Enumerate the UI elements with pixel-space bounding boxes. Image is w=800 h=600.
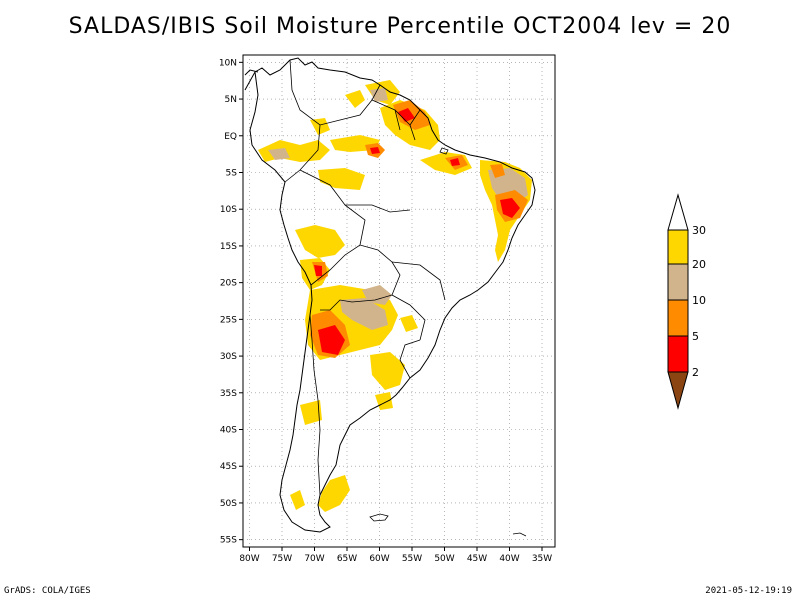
lat-tick-label: 25S	[220, 315, 237, 325]
lat-tick-label: 5N	[225, 95, 237, 105]
percentile-region-tan	[362, 285, 392, 305]
lat-tick-label: 35S	[220, 389, 237, 399]
percentile-region-red	[450, 158, 460, 166]
colorbar-above-30	[667, 193, 689, 231]
lat-tick-label: 45S	[220, 462, 237, 472]
footer-credit: GrADS: COLA/IGES	[4, 586, 91, 596]
percentile-region-yellow	[370, 352, 405, 390]
latitude-tick-labels: 10N 5N EQ 5S 10S 15S 20S 25S 30S 35S 40S 45S 50S 55S	[219, 58, 243, 546]
lat-tick-label: 15S	[220, 242, 237, 252]
country-borders	[284, 59, 446, 496]
percentile-region-red	[398, 108, 415, 122]
lon-tick-label: 55W	[402, 554, 422, 564]
lon-tick-label: 60W	[369, 554, 389, 564]
lat-tick-label: 50S	[220, 499, 237, 509]
percentile-region-red	[314, 265, 322, 276]
lat-tick-label: 20S	[220, 279, 237, 289]
lon-tick-label: 50W	[434, 554, 454, 564]
percentile-region-yellow	[290, 490, 305, 510]
colorbar-label-5: 5	[692, 330, 699, 343]
lon-tick-label: 45W	[467, 554, 487, 564]
lon-tick-label: 35W	[532, 554, 552, 564]
percentile-region-yellow	[400, 315, 418, 332]
lat-tick-label: 5S	[226, 168, 238, 178]
percentile-region-tan	[340, 298, 388, 330]
lon-tick-label: 40W	[499, 554, 519, 564]
percentile-region-red	[500, 198, 520, 218]
lat-tick-label: 10N	[219, 58, 237, 68]
longitude-tick-labels: 80W 75W 70W 65W 60W 55W 50W 45W 40W 35W	[239, 547, 552, 564]
footer-timestamp: 2021-05-12-19:19	[705, 586, 792, 596]
lon-tick-label: 70W	[304, 554, 324, 564]
colorbar-2-5	[667, 335, 689, 373]
colorbar-20-30	[667, 229, 689, 265]
lon-tick-label: 65W	[337, 554, 357, 564]
colorbar-label-30: 30	[692, 224, 706, 237]
percentile-region-orange	[490, 164, 505, 178]
lat-tick-label: 10S	[220, 205, 237, 215]
colorbar-label-2: 2	[692, 366, 699, 379]
lon-tick-label: 80W	[239, 554, 259, 564]
colorbar-5-10	[667, 299, 689, 337]
percentile-region-tan	[268, 148, 290, 160]
south-america-coastline	[244, 57, 536, 533]
percentile-region-yellow	[318, 475, 350, 512]
islands	[369, 147, 527, 537]
lat-tick-label: 30S	[220, 352, 237, 362]
colorbar: 30 20 10 5 2	[667, 193, 706, 410]
lon-tick-label: 75W	[272, 554, 292, 564]
percentile-region-yellow	[300, 400, 322, 425]
page-title: SALDAS/IBIS Soil Moisture Percentile OCT…	[68, 14, 732, 39]
percentile-region-tan	[370, 88, 388, 102]
percentile-region-yellow	[345, 90, 365, 108]
colorbar-label-10: 10	[692, 294, 706, 307]
lat-tick-label: EQ	[224, 132, 237, 142]
colorbar-10-20	[667, 263, 689, 301]
percentile-region-yellow	[295, 225, 345, 258]
colorbar-label-20: 20	[692, 258, 706, 271]
colorbar-below-2	[667, 371, 689, 410]
lat-tick-label: 40S	[220, 426, 237, 436]
percentile-region-red	[318, 325, 345, 355]
percentile-region-red	[370, 147, 380, 154]
lat-tick-label: 55S	[220, 536, 237, 546]
